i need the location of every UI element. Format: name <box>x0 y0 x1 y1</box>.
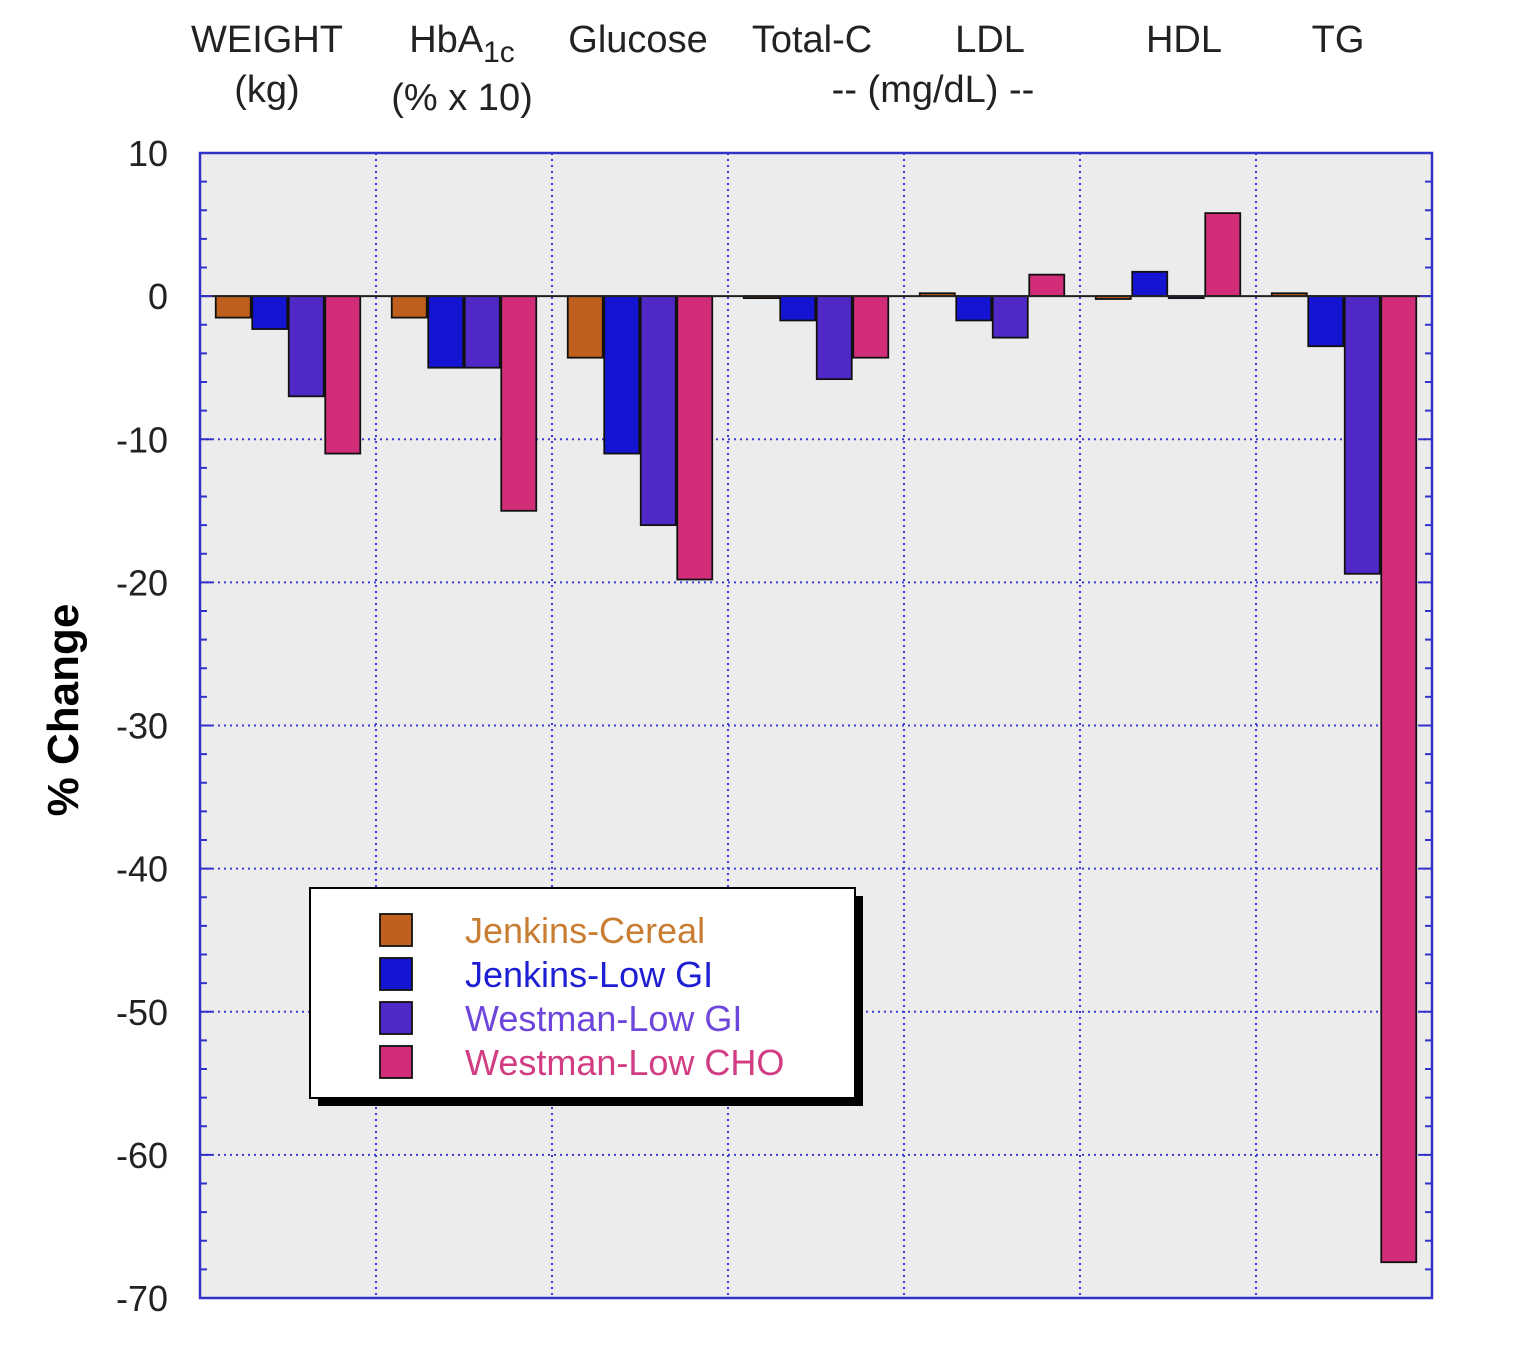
legend-label-jenkins-low-gi: Jenkins-Low GI <box>465 954 713 995</box>
y-tick-label: -20 <box>116 562 168 603</box>
bar-jenkins-low-gi-hdl <box>1131 270 1169 298</box>
bar-jenkins-low-gi-total-c <box>779 295 817 322</box>
y-tick-label: -40 <box>116 849 168 890</box>
bar-jenkins-cereal-weight <box>214 295 252 319</box>
legend-swatch-westman-low-cho <box>379 1045 413 1079</box>
y-tick-label: -60 <box>116 1135 168 1176</box>
category-label-glucose: Glucose <box>568 19 707 61</box>
bar-westman-low-cho-glucose <box>676 295 714 581</box>
bar-westman-low-cho-hba1c <box>500 295 538 512</box>
category-label-hba1c: HbA1c <box>409 19 515 69</box>
bar-westman-low-cho-hdl <box>1204 212 1242 298</box>
bar-westman-low-gi-glucose <box>639 295 677 527</box>
category-label-tg: TG <box>1312 19 1365 61</box>
category-unit-label: (% x 10) <box>391 77 532 119</box>
bar-westman-low-gi-ldl <box>991 295 1029 339</box>
y-ticks: 10 0 -10 -20 -30 -40 -50 -60 -70 <box>116 133 1432 1319</box>
legend-swatch-jenkins-low-gi <box>379 957 413 991</box>
y-tick-label: 10 <box>128 133 168 174</box>
y-tick-label: 0 <box>148 276 168 317</box>
category-labels: WEIGHT (kg) HbA1c (% x 10) Glucose Total-C LDL… <box>191 19 1364 119</box>
group-unit-label: -- (mg/dL) -- <box>832 69 1035 111</box>
bar-jenkins-low-gi-glucose <box>603 295 641 455</box>
bar-jenkins-cereal-hba1c <box>390 295 428 319</box>
y-tick-label: -50 <box>116 992 168 1033</box>
bar-westman-low-gi-weight <box>287 295 325 398</box>
bar-westman-low-gi-tg <box>1343 295 1381 575</box>
y-axis-label: % Change <box>39 604 88 817</box>
bar-westman-low-cho-ldl <box>1028 273 1066 298</box>
bar-jenkins-low-gi-hba1c <box>427 295 465 369</box>
legend-label-jenkins-cereal: Jenkins-Cereal <box>465 910 705 951</box>
legend-label-westman-low-cho: Westman-Low CHO <box>465 1042 784 1083</box>
y-tick-label: -30 <box>116 706 168 747</box>
category-label-total-c: Total-C <box>752 19 872 61</box>
bar-westman-low-gi-hba1c <box>463 295 501 369</box>
category-label-hdl: HDL <box>1146 19 1222 61</box>
bar-jenkins-low-gi-weight <box>251 295 289 330</box>
y-tick-label: -10 <box>116 419 168 460</box>
legend-swatch-westman-low-gi <box>379 1001 413 1035</box>
bar-jenkins-low-gi-ldl <box>955 295 993 322</box>
legend-label-westman-low-gi: Westman-Low GI <box>465 998 742 1039</box>
bar-jenkins-low-gi-tg <box>1307 295 1345 348</box>
legend-swatch-jenkins-cereal <box>379 913 413 947</box>
category-label-weight: WEIGHT <box>191 19 343 61</box>
grid <box>200 153 1432 1298</box>
bar-westman-low-gi-total-c <box>815 295 853 381</box>
category-label-ldl: LDL <box>955 19 1025 61</box>
category-label-subscript: 1c <box>483 36 515 69</box>
bar-jenkins-cereal-glucose <box>566 295 604 359</box>
bar-westman-low-cho-weight <box>324 295 362 455</box>
category-unit-label: (kg) <box>234 69 299 111</box>
bar-westman-low-cho-tg <box>1380 295 1418 1264</box>
bar-westman-low-cho-total-c <box>852 295 890 359</box>
y-tick-label: -70 <box>116 1278 168 1319</box>
